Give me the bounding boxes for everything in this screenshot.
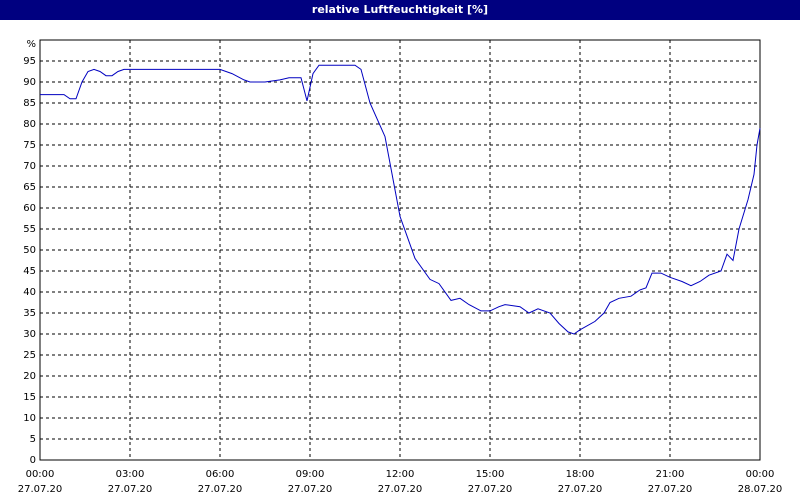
y-tick-label: 80 xyxy=(23,119,36,130)
y-tick-label: 20 xyxy=(23,371,36,382)
y-tick-label: 40 xyxy=(23,287,36,298)
y-tick-label: 35 xyxy=(23,308,36,319)
x-tick-date: 27.07.20 xyxy=(18,484,63,495)
y-tick-label: 75 xyxy=(23,140,36,151)
y-tick-label: 15 xyxy=(23,392,36,403)
data-line xyxy=(40,64,761,335)
x-tick-date: 27.07.20 xyxy=(288,484,333,495)
x-tick-label: 00:00 xyxy=(26,469,55,480)
y-tick-label: 65 xyxy=(23,182,36,193)
y-tick-label: % xyxy=(26,39,36,50)
x-tick-date: 27.07.20 xyxy=(558,484,603,495)
title-bar xyxy=(0,0,800,20)
x-tick-label: 15:00 xyxy=(476,469,505,480)
y-tick-label: 50 xyxy=(23,245,36,256)
x-tick-date: 27.07.20 xyxy=(108,484,153,495)
x-tick-date: 27.07.20 xyxy=(378,484,423,495)
x-tick-label: 12:00 xyxy=(386,469,415,480)
y-tick-label: 25 xyxy=(23,350,36,361)
y-tick-label: 60 xyxy=(23,203,36,214)
x-tick-label: 21:00 xyxy=(656,469,685,480)
y-tick-label: 0 xyxy=(30,455,36,466)
y-tick-label: 30 xyxy=(23,329,36,340)
y-tick-label: 90 xyxy=(23,77,36,88)
y-tick-label: 85 xyxy=(23,98,36,109)
y-tick-label: 70 xyxy=(23,161,36,172)
y-tick-label: 10 xyxy=(23,413,36,424)
chart-title: relative Luftfeuchtigkeit [%] xyxy=(312,3,488,16)
y-tick-label: 55 xyxy=(23,224,36,235)
x-tick-label: 00:00 xyxy=(746,469,775,480)
x-tick-label: 03:00 xyxy=(116,469,145,480)
y-tick-label: 5 xyxy=(30,434,36,445)
x-tick-label: 09:00 xyxy=(296,469,325,480)
x-tick-date: 27.07.20 xyxy=(198,484,243,495)
y-tick-label: 45 xyxy=(23,266,36,277)
y-tick-label: 95 xyxy=(23,56,36,67)
x-tick-date: 28.07.20 xyxy=(738,484,783,495)
x-tick-label: 06:00 xyxy=(206,469,235,480)
x-tick-date: 27.07.20 xyxy=(468,484,513,495)
x-tick-label: 18:00 xyxy=(566,469,595,480)
x-tick-date: 27.07.20 xyxy=(648,484,693,495)
